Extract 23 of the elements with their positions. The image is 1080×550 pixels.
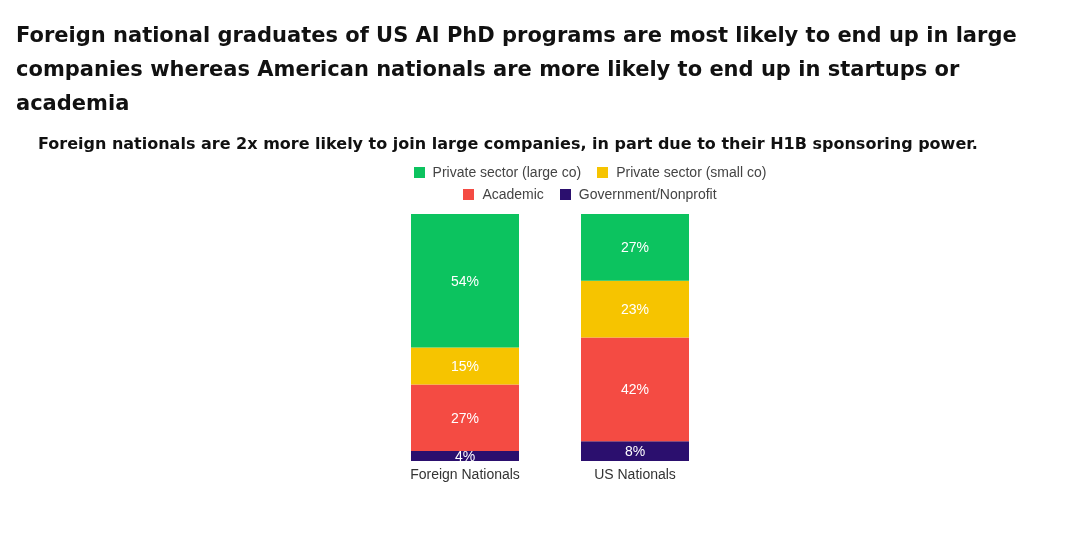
data-label: 27% xyxy=(620,239,650,256)
bar xyxy=(411,384,519,452)
legend-label: Private sector (large co) xyxy=(431,164,582,180)
data-label: 8% xyxy=(624,443,646,460)
data-label: 42% xyxy=(620,381,650,398)
data-label: 4% xyxy=(454,448,476,465)
data-label: 54% xyxy=(450,272,480,289)
bar xyxy=(411,214,519,348)
bar xyxy=(581,337,689,442)
legend-label: Academic xyxy=(481,186,544,202)
data-label: 27% xyxy=(450,409,480,426)
legend-label: Private sector (small co) xyxy=(615,164,767,180)
bar xyxy=(411,347,519,385)
x-tick-label: US Nationals xyxy=(594,465,676,482)
chart-subtitle: Foreign nationals are 2x more likely to join large companies, in part due to their H1B sponsoring power. xyxy=(37,133,979,153)
legend-label: Government/Nonprofit xyxy=(577,186,717,202)
data-label: 15% xyxy=(450,357,480,374)
x-tick-label: Foreign Nationals xyxy=(410,465,520,482)
chart-title: Foreign national graduates of US AI PhD programs are most likely to end up in large companies whereas American nationals are more likely to end up in startups or academia xyxy=(15,22,1018,117)
bar xyxy=(581,280,689,338)
data-label: 23% xyxy=(620,301,650,318)
bar xyxy=(581,214,689,281)
bar xyxy=(581,441,689,461)
